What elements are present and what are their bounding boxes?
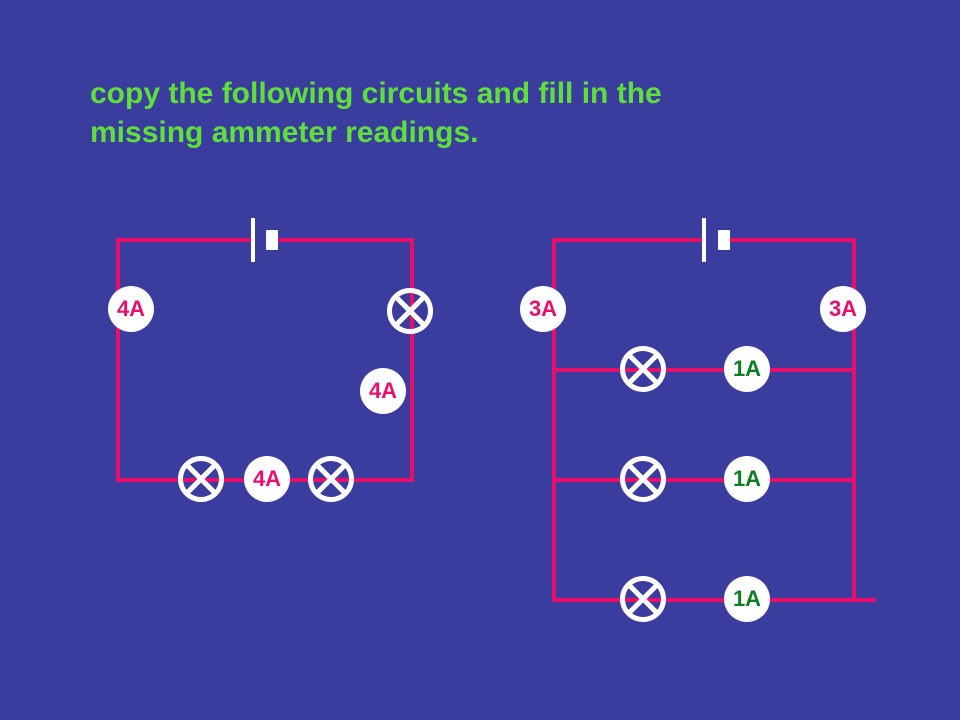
wire-series-1 bbox=[278, 238, 414, 242]
bulb-icon-series-2 bbox=[308, 456, 354, 502]
wire-parallel-1 bbox=[730, 238, 856, 242]
instruction-text: copy the following circuits and fill in … bbox=[90, 74, 662, 152]
circuit-diagram-stage: copy the following circuits and fill in … bbox=[0, 0, 960, 720]
ammeter-parallel-0: 3A bbox=[520, 286, 566, 332]
ammeter-parallel-3: 1A bbox=[724, 456, 770, 502]
ammeter-parallel-4: 1A bbox=[724, 576, 770, 622]
cell-long-parallel bbox=[702, 218, 706, 262]
ammeter-series-2: 4A bbox=[244, 456, 290, 502]
wire-parallel-0 bbox=[552, 238, 702, 242]
cell-short-series bbox=[266, 230, 278, 250]
title-line2: missing ammeter readings. bbox=[90, 116, 478, 149]
title-line1: copy the following circuits and fill in … bbox=[90, 77, 662, 110]
wire-series-2 bbox=[116, 238, 120, 482]
ammeter-parallel-2: 1A bbox=[724, 346, 770, 392]
ammeter-series-0: 4A bbox=[108, 286, 154, 332]
wire-parallel-6 bbox=[552, 598, 856, 602]
wire-parallel-7 bbox=[856, 598, 876, 602]
bulb-icon-parallel-2 bbox=[620, 576, 666, 622]
ammeter-series-1: 4A bbox=[360, 368, 406, 414]
wire-parallel-4 bbox=[552, 368, 856, 372]
bulb-icon-parallel-1 bbox=[620, 456, 666, 502]
wire-series-3 bbox=[410, 238, 414, 482]
cell-long-series bbox=[251, 218, 255, 262]
cell-short-parallel bbox=[718, 230, 730, 250]
bulb-icon-series-1 bbox=[178, 456, 224, 502]
bulb-icon-series-0 bbox=[387, 288, 433, 334]
ammeter-parallel-1: 3A bbox=[820, 286, 866, 332]
wire-series-0 bbox=[116, 238, 252, 242]
wire-parallel-5 bbox=[552, 478, 856, 482]
bulb-icon-parallel-0 bbox=[620, 346, 666, 392]
